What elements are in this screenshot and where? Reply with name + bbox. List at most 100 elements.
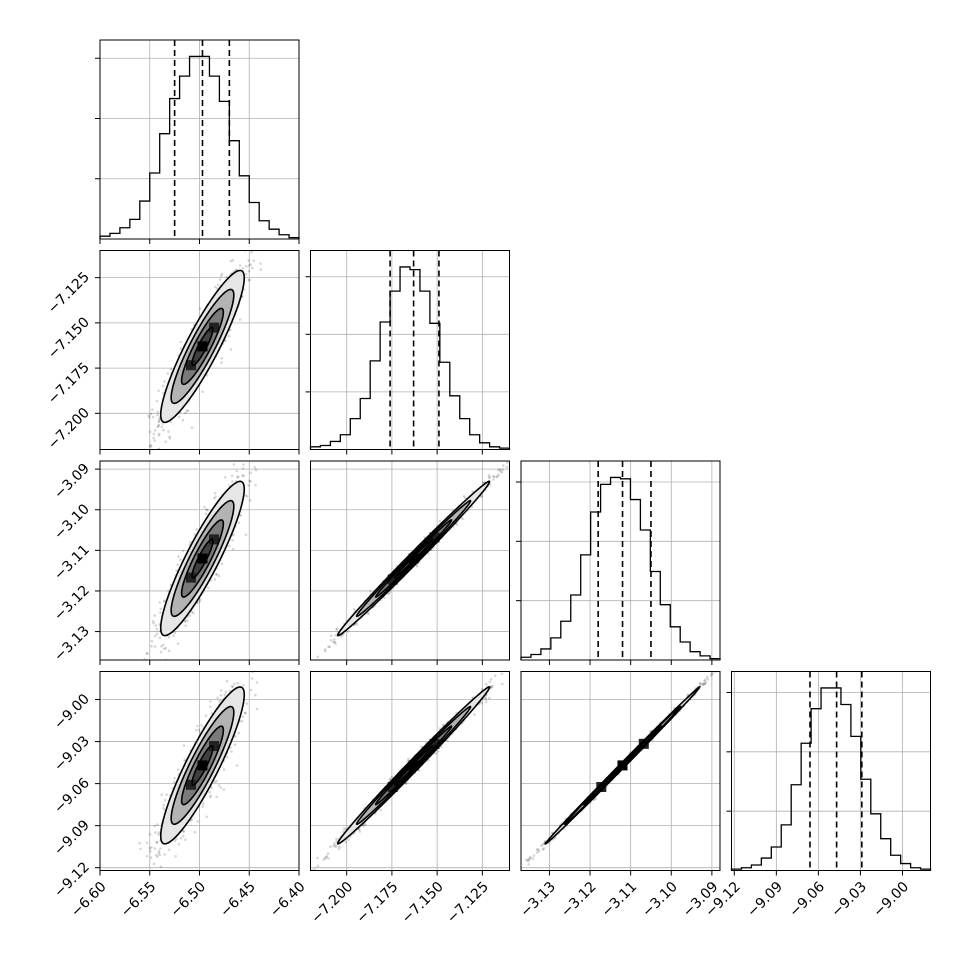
sample-point (232, 533, 235, 537)
sample-point (157, 419, 161, 423)
sample-point (531, 857, 535, 860)
sample-point (152, 621, 155, 625)
sample-point (177, 843, 181, 846)
sample-point (209, 794, 213, 797)
sample-point (155, 840, 159, 844)
sample-point (149, 443, 152, 447)
sample-point (220, 356, 224, 360)
sample-point (705, 676, 709, 679)
sample-point (436, 750, 440, 753)
y-tick-label: −7.200 (45, 405, 93, 453)
sample-point (201, 390, 204, 394)
sample-point (158, 623, 161, 626)
sample-point (205, 815, 209, 819)
y-tick-label: −3.12 (51, 582, 93, 624)
sample-point (198, 307, 202, 310)
sample-point (241, 467, 245, 470)
sample-point (179, 340, 183, 344)
density-peak (186, 572, 196, 583)
sample-point (310, 667, 313, 670)
sample-point (220, 361, 223, 364)
sample-point (406, 759, 410, 763)
x-tick-label: −7.200 (308, 879, 356, 927)
contour-line (191, 538, 214, 579)
sample-point (235, 764, 239, 767)
sample-point (154, 854, 158, 857)
sample-point (512, 876, 515, 879)
density-peak (197, 760, 208, 771)
sample-point (342, 827, 346, 830)
sample-point (541, 843, 544, 846)
y-tick-label: −9.00 (51, 691, 93, 733)
sample-point (213, 578, 217, 581)
sample-point (163, 600, 166, 603)
sample-point (207, 586, 210, 590)
sample-point (229, 348, 233, 351)
sample-point (174, 855, 177, 858)
sample-point (247, 668, 250, 671)
sample-point (553, 836, 557, 840)
sample-point (139, 847, 142, 851)
sample-point (701, 683, 705, 686)
sample-point (335, 627, 339, 630)
sample-point (188, 614, 192, 617)
sample-point (166, 372, 170, 375)
x-tick-label: −3.12 (558, 879, 600, 921)
sample-point (434, 752, 438, 755)
x-tick-label: −7.125 (444, 879, 492, 927)
histogram-panel-1 (95, 39, 300, 244)
sample-point (730, 652, 733, 655)
sample-point (153, 634, 157, 638)
panel-content (100, 461, 299, 660)
density-peak (387, 781, 398, 792)
sample-point (462, 495, 466, 498)
sample-point (249, 688, 253, 692)
panel-content (310, 671, 510, 871)
sample-point (540, 844, 543, 847)
sample-point (219, 689, 223, 692)
sample-point (217, 784, 221, 787)
sample-point (316, 864, 320, 868)
sample-point (487, 476, 491, 480)
sample-point (200, 724, 203, 727)
sample-point (327, 645, 330, 649)
density-peak (186, 779, 196, 790)
sample-point (536, 848, 539, 851)
sample-point (329, 634, 333, 637)
sample-point (162, 643, 165, 647)
sample-point (497, 468, 500, 472)
sample-point (186, 409, 190, 413)
sample-point (736, 647, 739, 650)
sample-point (323, 649, 327, 653)
sample-point (182, 830, 186, 833)
sample-point (332, 842, 336, 845)
sample-point (244, 711, 247, 715)
sample-point (259, 262, 262, 265)
sample-point (230, 750, 233, 753)
sample-point (153, 847, 157, 850)
sample-point (184, 411, 187, 415)
sample-point (551, 831, 554, 834)
sample-point (499, 470, 502, 473)
sample-point (493, 674, 497, 677)
sample-point (249, 263, 253, 267)
x-tick-label: −6.40 (267, 879, 309, 921)
x-tick-label: −6.55 (118, 879, 160, 921)
y-tick-label: −3.11 (51, 542, 93, 584)
sample-point (230, 684, 234, 688)
density-peak (197, 341, 208, 352)
density-peak (429, 532, 440, 543)
sample-point (247, 278, 250, 282)
sample-point (156, 410, 159, 414)
density-peak (209, 534, 219, 545)
sample-point (382, 596, 386, 600)
sample-point (175, 837, 178, 841)
sample-point (236, 681, 239, 685)
sample-point (148, 833, 152, 836)
sample-point (446, 739, 449, 742)
sample-point (241, 715, 245, 719)
x-tick-label: −9.00 (870, 879, 912, 921)
sample-point (163, 853, 166, 856)
sample-point (152, 432, 156, 436)
sample-point (511, 461, 514, 464)
